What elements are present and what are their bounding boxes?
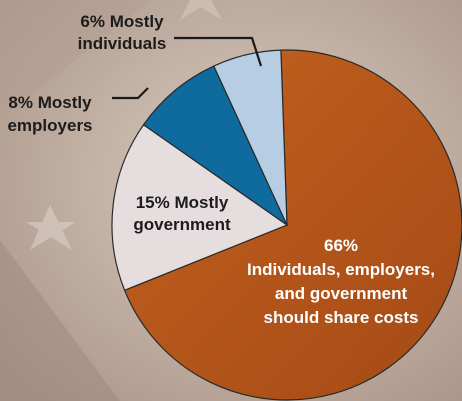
leader-line-employers [112,87,149,100]
leader-lines [112,36,263,100]
pie-slice-mostly-employers [142,65,289,227]
label-individuals-line2: individuals [78,34,167,53]
label-employers-line2: employers [7,116,92,135]
pie-slice-mostly-government [111,123,289,292]
label-individuals-line1: 6% Mostly [80,12,164,31]
label-share-percent: 66% [324,236,358,255]
leader-line-individuals [174,36,263,67]
data-labels: 6% Mostly individuals 8% Mostly employer… [7,12,435,327]
pie-slices [111,49,462,401]
pie-slice-mostly-individuals [212,49,288,226]
label-government-line2: government [133,215,231,234]
label-share-line2: Individuals, employers, [247,260,435,279]
label-share-line3: and government [275,284,408,303]
label-share-line4: should share costs [264,308,419,327]
pie-slice-share-costs [123,49,462,401]
label-employers-line1: 8% Mostly [8,93,92,112]
label-government-line1: 15% Mostly [136,193,229,212]
